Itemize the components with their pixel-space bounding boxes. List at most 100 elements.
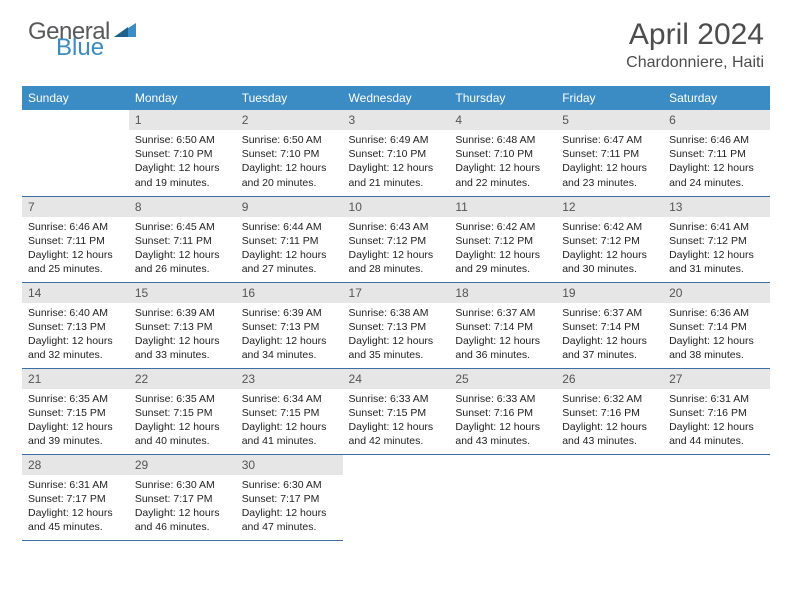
- calendar-cell: 4Sunrise: 6:48 AMSunset: 7:10 PMDaylight…: [449, 110, 556, 196]
- day-details: Sunrise: 6:44 AMSunset: 7:11 PMDaylight:…: [236, 217, 343, 282]
- day-details: Sunrise: 6:37 AMSunset: 7:14 PMDaylight:…: [449, 303, 556, 368]
- day-details: Sunrise: 6:49 AMSunset: 7:10 PMDaylight:…: [343, 130, 450, 195]
- calendar-cell: 30Sunrise: 6:30 AMSunset: 7:17 PMDayligh…: [236, 454, 343, 540]
- month-year: April 2024: [626, 18, 764, 52]
- calendar-cell: 21Sunrise: 6:35 AMSunset: 7:15 PMDayligh…: [22, 368, 129, 454]
- day-header-saturday: Saturday: [663, 86, 770, 110]
- day-number: 22: [129, 369, 236, 389]
- calendar-week-row: 28Sunrise: 6:31 AMSunset: 7:17 PMDayligh…: [22, 454, 770, 540]
- calendar-cell: 1Sunrise: 6:50 AMSunset: 7:10 PMDaylight…: [129, 110, 236, 196]
- day-details: Sunrise: 6:34 AMSunset: 7:15 PMDaylight:…: [236, 389, 343, 454]
- day-number: 10: [343, 197, 450, 217]
- day-header-sunday: Sunday: [22, 86, 129, 110]
- calendar-cell: 8Sunrise: 6:45 AMSunset: 7:11 PMDaylight…: [129, 196, 236, 282]
- day-number: 20: [663, 283, 770, 303]
- calendar-cell: 12Sunrise: 6:42 AMSunset: 7:12 PMDayligh…: [556, 196, 663, 282]
- day-number: 2: [236, 110, 343, 130]
- calendar-cell: 25Sunrise: 6:33 AMSunset: 7:16 PMDayligh…: [449, 368, 556, 454]
- title-block: April 2024 Chardonniere, Haiti: [626, 18, 764, 72]
- day-details: Sunrise: 6:39 AMSunset: 7:13 PMDaylight:…: [129, 303, 236, 368]
- calendar-cell: [449, 454, 556, 540]
- day-number: 9: [236, 197, 343, 217]
- day-details: Sunrise: 6:30 AMSunset: 7:17 PMDaylight:…: [129, 475, 236, 540]
- day-details: Sunrise: 6:40 AMSunset: 7:13 PMDaylight:…: [22, 303, 129, 368]
- calendar-table: SundayMondayTuesdayWednesdayThursdayFrid…: [22, 86, 770, 541]
- day-details: Sunrise: 6:42 AMSunset: 7:12 PMDaylight:…: [449, 217, 556, 282]
- calendar-cell: [22, 110, 129, 196]
- calendar-cell: 10Sunrise: 6:43 AMSunset: 7:12 PMDayligh…: [343, 196, 450, 282]
- day-number: 12: [556, 197, 663, 217]
- day-number: 16: [236, 283, 343, 303]
- calendar-cell: 26Sunrise: 6:32 AMSunset: 7:16 PMDayligh…: [556, 368, 663, 454]
- page-header: General April 2024 Chardonniere, Haiti: [0, 0, 792, 80]
- calendar-cell: 2Sunrise: 6:50 AMSunset: 7:10 PMDaylight…: [236, 110, 343, 196]
- day-number: 11: [449, 197, 556, 217]
- day-number: 3: [343, 110, 450, 130]
- calendar-cell: [663, 454, 770, 540]
- calendar-week-row: 21Sunrise: 6:35 AMSunset: 7:15 PMDayligh…: [22, 368, 770, 454]
- day-number: 13: [663, 197, 770, 217]
- calendar-cell: 19Sunrise: 6:37 AMSunset: 7:14 PMDayligh…: [556, 282, 663, 368]
- calendar-cell: [343, 454, 450, 540]
- day-details: Sunrise: 6:50 AMSunset: 7:10 PMDaylight:…: [236, 130, 343, 195]
- day-number: 17: [343, 283, 450, 303]
- calendar-cell: 15Sunrise: 6:39 AMSunset: 7:13 PMDayligh…: [129, 282, 236, 368]
- day-number: 14: [22, 283, 129, 303]
- calendar-cell: 28Sunrise: 6:31 AMSunset: 7:17 PMDayligh…: [22, 454, 129, 540]
- calendar-cell: 22Sunrise: 6:35 AMSunset: 7:15 PMDayligh…: [129, 368, 236, 454]
- day-header-wednesday: Wednesday: [343, 86, 450, 110]
- day-details: Sunrise: 6:33 AMSunset: 7:15 PMDaylight:…: [343, 389, 450, 454]
- day-details: Sunrise: 6:47 AMSunset: 7:11 PMDaylight:…: [556, 130, 663, 195]
- day-number: 1: [129, 110, 236, 130]
- day-number: 25: [449, 369, 556, 389]
- location-text: Chardonniere, Haiti: [626, 54, 764, 72]
- day-number: 6: [663, 110, 770, 130]
- day-details: Sunrise: 6:41 AMSunset: 7:12 PMDaylight:…: [663, 217, 770, 282]
- calendar-week-row: 7Sunrise: 6:46 AMSunset: 7:11 PMDaylight…: [22, 196, 770, 282]
- day-number: 29: [129, 455, 236, 475]
- day-number: 15: [129, 283, 236, 303]
- day-details: Sunrise: 6:36 AMSunset: 7:14 PMDaylight:…: [663, 303, 770, 368]
- day-number: 23: [236, 369, 343, 389]
- calendar-cell: 3Sunrise: 6:49 AMSunset: 7:10 PMDaylight…: [343, 110, 450, 196]
- day-header-row: SundayMondayTuesdayWednesdayThursdayFrid…: [22, 86, 770, 110]
- day-details: Sunrise: 6:46 AMSunset: 7:11 PMDaylight:…: [22, 217, 129, 282]
- day-number: 27: [663, 369, 770, 389]
- day-details: Sunrise: 6:42 AMSunset: 7:12 PMDaylight:…: [556, 217, 663, 282]
- day-number: 18: [449, 283, 556, 303]
- day-details: Sunrise: 6:46 AMSunset: 7:11 PMDaylight:…: [663, 130, 770, 195]
- day-details: Sunrise: 6:45 AMSunset: 7:11 PMDaylight:…: [129, 217, 236, 282]
- day-number: 19: [556, 283, 663, 303]
- day-number: 30: [236, 455, 343, 475]
- day-number: 24: [343, 369, 450, 389]
- day-number: 26: [556, 369, 663, 389]
- day-header-thursday: Thursday: [449, 86, 556, 110]
- calendar-cell: 16Sunrise: 6:39 AMSunset: 7:13 PMDayligh…: [236, 282, 343, 368]
- day-number: 7: [22, 197, 129, 217]
- day-details: Sunrise: 6:31 AMSunset: 7:16 PMDaylight:…: [663, 389, 770, 454]
- calendar-cell: 11Sunrise: 6:42 AMSunset: 7:12 PMDayligh…: [449, 196, 556, 282]
- day-number: 4: [449, 110, 556, 130]
- calendar-cell: 29Sunrise: 6:30 AMSunset: 7:17 PMDayligh…: [129, 454, 236, 540]
- day-details: Sunrise: 6:30 AMSunset: 7:17 PMDaylight:…: [236, 475, 343, 540]
- day-details: Sunrise: 6:35 AMSunset: 7:15 PMDaylight:…: [129, 389, 236, 454]
- day-details: Sunrise: 6:33 AMSunset: 7:16 PMDaylight:…: [449, 389, 556, 454]
- day-details: Sunrise: 6:32 AMSunset: 7:16 PMDaylight:…: [556, 389, 663, 454]
- calendar-cell: 9Sunrise: 6:44 AMSunset: 7:11 PMDaylight…: [236, 196, 343, 282]
- day-number: 5: [556, 110, 663, 130]
- calendar-cell: 14Sunrise: 6:40 AMSunset: 7:13 PMDayligh…: [22, 282, 129, 368]
- calendar-cell: 23Sunrise: 6:34 AMSunset: 7:15 PMDayligh…: [236, 368, 343, 454]
- day-details: Sunrise: 6:37 AMSunset: 7:14 PMDaylight:…: [556, 303, 663, 368]
- calendar-cell: 27Sunrise: 6:31 AMSunset: 7:16 PMDayligh…: [663, 368, 770, 454]
- calendar-week-row: 14Sunrise: 6:40 AMSunset: 7:13 PMDayligh…: [22, 282, 770, 368]
- calendar-cell: 7Sunrise: 6:46 AMSunset: 7:11 PMDaylight…: [22, 196, 129, 282]
- day-details: Sunrise: 6:50 AMSunset: 7:10 PMDaylight:…: [129, 130, 236, 195]
- day-details: Sunrise: 6:43 AMSunset: 7:12 PMDaylight:…: [343, 217, 450, 282]
- calendar-cell: 24Sunrise: 6:33 AMSunset: 7:15 PMDayligh…: [343, 368, 450, 454]
- day-header-tuesday: Tuesday: [236, 86, 343, 110]
- day-header-friday: Friday: [556, 86, 663, 110]
- day-number: 21: [22, 369, 129, 389]
- day-number: 8: [129, 197, 236, 217]
- calendar-cell: [556, 454, 663, 540]
- calendar-cell: 6Sunrise: 6:46 AMSunset: 7:11 PMDaylight…: [663, 110, 770, 196]
